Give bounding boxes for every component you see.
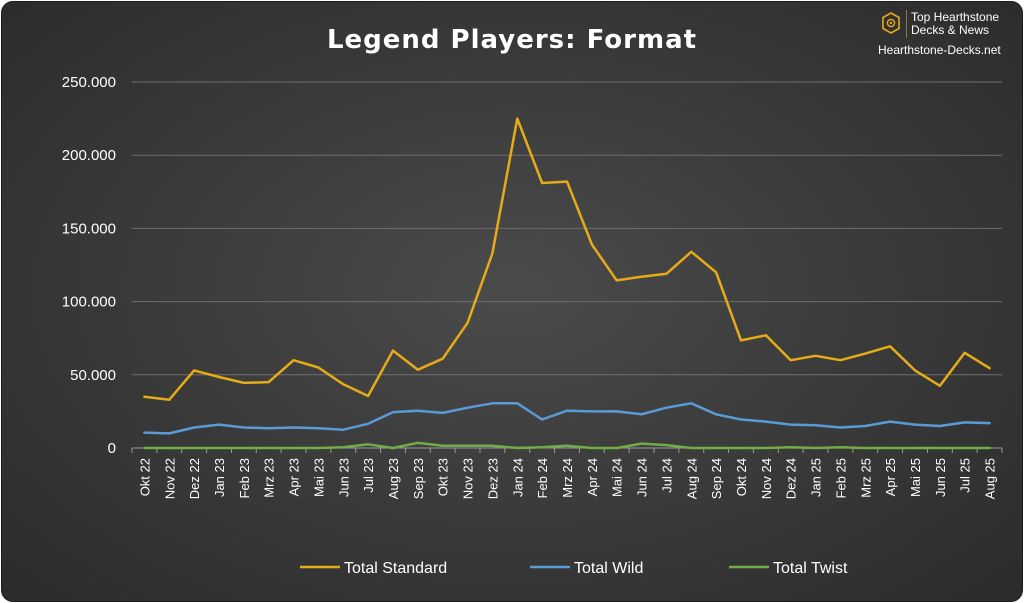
x-tick-label: Nov 24 [759,458,774,499]
y-tick-label: 50.000 [70,367,116,384]
x-tick-label: Aug 23 [386,458,401,499]
hexagon-swirl-icon [882,12,900,34]
gridlines [132,81,1002,376]
brand-tagline-line1: Top Hearthstone [911,10,1000,24]
brand-tagline-line2: Decks & News [911,23,990,37]
series-line-total-standard [143,117,991,401]
series-lines [143,117,991,450]
x-tick-label: Dez 23 [485,458,500,499]
x-tick-label: Mai 23 [311,458,326,497]
x-tick-label: Okt 23 [436,458,451,496]
brand-divider [906,10,907,38]
x-axis: Okt 22 Nov 22 Dez 22 Jan 23 Feb 23 Mrz 23 Apr … [131,447,1003,499]
y-axis-tick-labels: 0 50.000 100.000 150.000 200.000 250.000 [62,74,116,457]
y-tick-label: 200.000 [62,147,116,164]
x-tick-label: Dez 22 [187,458,202,499]
x-tick-label: Nov 23 [461,458,476,499]
legend-label: Total Wild [574,560,643,577]
x-tick-label: Feb 24 [535,458,550,498]
x-tick-label: Mrz 24 [560,458,575,498]
chart-title: Legend Players: Format [327,25,697,55]
y-tick-label: 250.000 [62,74,116,91]
x-tick-label: Sep 24 [709,458,724,499]
x-tick-label: Jun 23 [336,458,351,497]
x-tick-label: Mai 25 [908,458,923,497]
x-tick-label: Mai 24 [610,458,625,497]
legend: Total Standard Total Wild Total Twist [300,560,848,577]
x-tick-label: Jan 24 [510,458,525,497]
y-tick-label: 100.000 [62,294,116,311]
brand-badge[interactable]: Top Hearthstone Decks & News Hearthstone… [878,8,1016,60]
brand-url[interactable]: Hearthstone-Decks.net [878,43,1001,57]
x-tick-label: Feb 25 [833,458,848,498]
x-tick-label: Sep 23 [411,458,426,499]
x-tick-label: Okt 24 [734,458,749,496]
x-tick-label: Okt 22 [137,458,152,496]
x-tick-label: Mrz 25 [858,458,873,498]
x-tick-label: Mrz 23 [262,458,277,498]
series-line-total-twist [143,441,991,450]
x-tick-label: Jul 24 [659,458,674,493]
x-tick-label: Aug 24 [684,458,699,499]
x-tick-label: Jul 23 [361,458,376,493]
y-tick-label: 150.000 [62,220,116,237]
x-tick-label: Jun 25 [933,458,948,497]
x-tick-label: Feb 23 [237,458,252,498]
x-tick-label: Dez 24 [784,458,799,499]
legend-label: Total Twist [773,560,848,577]
x-tick-label: Jul 25 [958,458,973,493]
x-tick-label: Apr 25 [883,458,898,496]
legend-label: Total Standard [344,560,447,577]
x-tick-label: Nov 22 [162,458,177,499]
y-tick-label: 0 [108,440,116,457]
series-line-total-wild [143,402,991,435]
x-tick-label: Apr 23 [287,458,302,496]
x-tick-label: Jan 25 [809,458,824,497]
x-tick-label: Jan 23 [212,458,227,497]
x-tick-label: Apr 24 [585,458,600,496]
x-tick-label: Jun 24 [635,458,650,497]
x-tick-label: Aug 25 [983,458,998,499]
